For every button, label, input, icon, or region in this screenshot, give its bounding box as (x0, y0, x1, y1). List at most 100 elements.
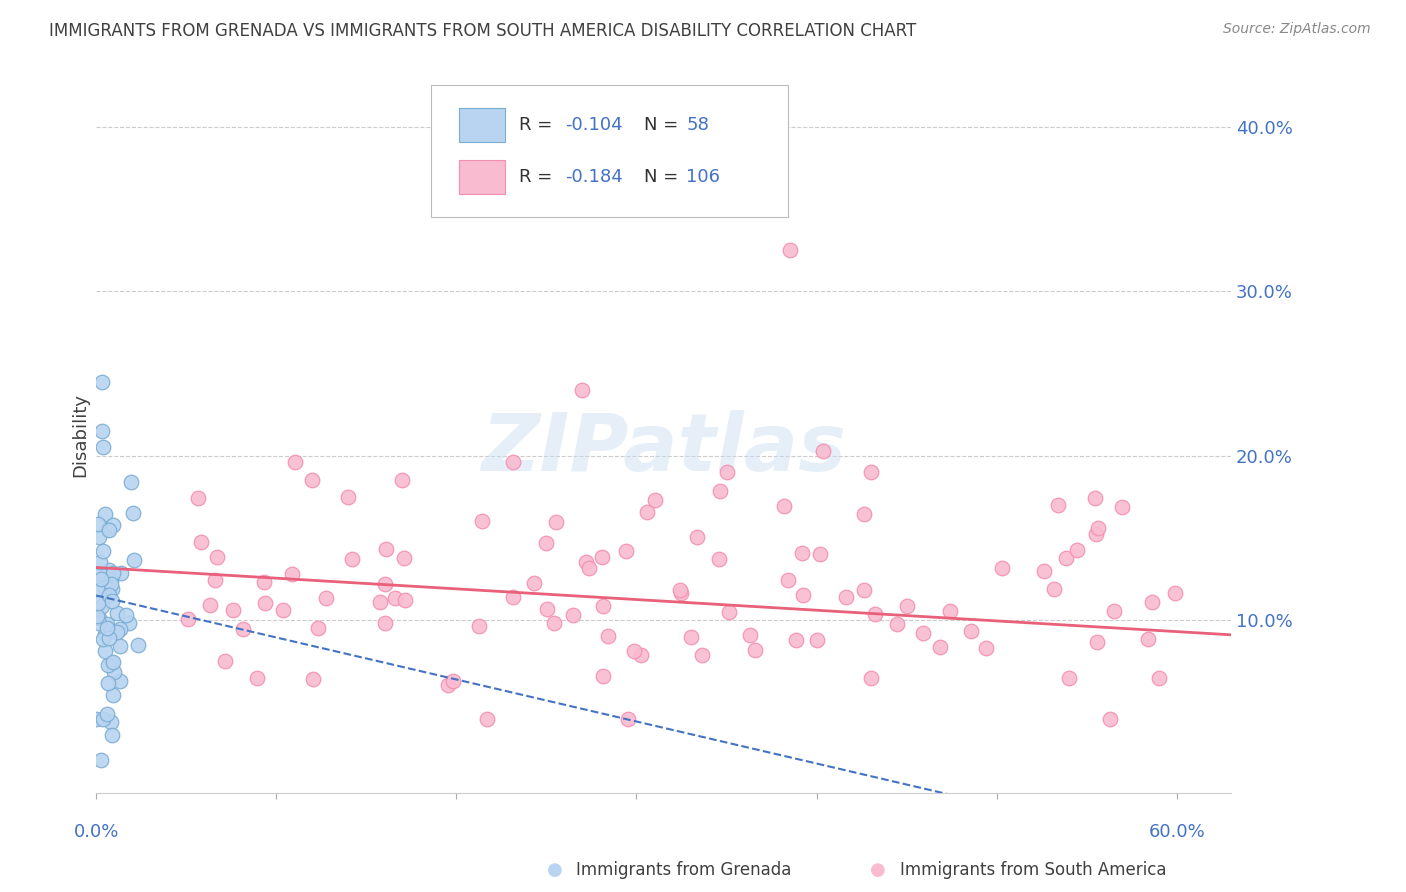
Point (103, 665, 125, 680)
Point (254, 597, 277, 611)
Point (100, 574, 122, 588)
Point (253, 575, 276, 590)
Point (471, 514, 494, 528)
Point (108, 673, 131, 688)
Point (97, 522, 120, 536)
Point (110, 566, 132, 581)
Point (205, 550, 228, 565)
Point (1057, 671, 1080, 685)
Point (97, 588, 120, 602)
Point (644, 493, 666, 508)
Point (120, 475, 142, 489)
Point (773, 499, 796, 513)
Point (91, 632, 114, 646)
Y-axis label: Disability: Disability (72, 393, 89, 477)
Point (307, 621, 329, 635)
Point (939, 604, 962, 618)
Point (709, 484, 731, 499)
Point (575, 555, 598, 569)
Point (779, 243, 801, 257)
Point (1140, 594, 1163, 608)
Point (96, 707, 118, 722)
Point (101, 688, 124, 702)
Point (391, 473, 413, 487)
Point (190, 534, 212, 549)
Text: ●: ● (547, 861, 562, 879)
Point (394, 593, 416, 607)
Point (271, 603, 294, 617)
Point (90, 599, 112, 613)
Bar (460, 160, 505, 194)
Point (374, 577, 396, 591)
Point (100, 714, 122, 729)
Text: Immigrants from Grenada: Immigrants from Grenada (576, 861, 792, 879)
Point (1137, 632, 1160, 647)
Point (187, 491, 209, 506)
Point (636, 505, 658, 519)
Point (97, 632, 120, 646)
Text: 0.0%: 0.0% (73, 823, 120, 841)
Point (90, 375, 112, 389)
Point (124, 553, 146, 567)
Text: 58: 58 (686, 116, 709, 134)
Point (669, 586, 692, 600)
Point (1147, 671, 1170, 685)
Text: IMMIGRANTS FROM GRENADA VS IMMIGRANTS FROM SOUTH AMERICA DISABILITY CORRELATION : IMMIGRANTS FROM GRENADA VS IMMIGRANTS FR… (49, 22, 917, 40)
Point (792, 588, 814, 602)
Point (221, 603, 243, 617)
Point (86, 609, 108, 624)
Point (101, 656, 124, 670)
Point (592, 599, 614, 613)
Point (591, 550, 613, 565)
Point (596, 629, 619, 643)
Point (1111, 500, 1133, 514)
Point (437, 678, 460, 692)
Point (896, 599, 918, 613)
Point (928, 640, 950, 654)
Point (778, 574, 800, 588)
Point (115, 608, 138, 623)
Point (911, 625, 934, 640)
Point (1084, 527, 1107, 541)
Point (93, 581, 115, 595)
Point (811, 444, 834, 458)
Point (101, 582, 124, 597)
Text: 60.0%: 60.0% (1149, 823, 1205, 841)
Point (523, 575, 546, 590)
Point (281, 566, 304, 581)
Point (859, 671, 882, 685)
Point (340, 551, 363, 566)
Point (1032, 564, 1054, 578)
Point (94, 507, 117, 521)
Point (1084, 491, 1107, 505)
Point (669, 583, 692, 598)
Point (93, 643, 115, 657)
Point (785, 633, 807, 648)
Point (101, 594, 124, 608)
Point (100, 577, 122, 591)
Point (384, 591, 406, 605)
Point (301, 672, 323, 686)
FancyBboxPatch shape (430, 85, 789, 217)
Point (853, 583, 876, 598)
Point (118, 615, 141, 630)
Point (204, 573, 226, 587)
Point (97, 658, 120, 673)
Point (534, 536, 557, 550)
Point (806, 632, 828, 647)
Point (105, 606, 128, 620)
Point (1054, 550, 1077, 565)
Point (1164, 586, 1187, 600)
Point (198, 599, 221, 613)
Point (865, 607, 887, 622)
Point (101, 728, 124, 742)
Point (87, 610, 110, 624)
Text: N =: N = (644, 116, 685, 134)
Point (886, 616, 908, 631)
Point (89, 567, 111, 582)
Point (834, 591, 856, 605)
Point (337, 490, 360, 504)
Point (617, 712, 640, 726)
Point (991, 561, 1014, 575)
Point (89, 530, 111, 544)
